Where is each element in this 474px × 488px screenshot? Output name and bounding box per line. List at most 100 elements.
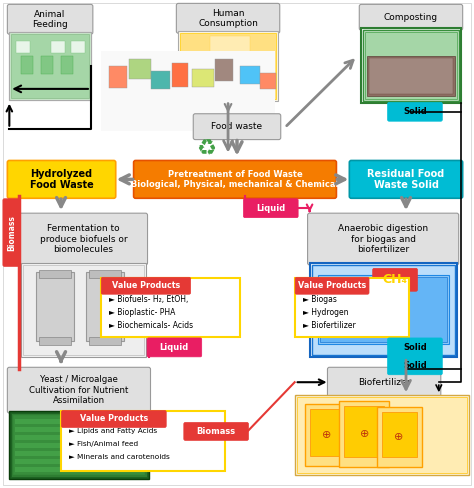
- Text: ► Bioplastic- PHA: ► Bioplastic- PHA: [109, 307, 175, 317]
- FancyBboxPatch shape: [349, 161, 463, 198]
- FancyBboxPatch shape: [295, 277, 369, 294]
- FancyBboxPatch shape: [369, 58, 453, 94]
- FancyBboxPatch shape: [361, 28, 461, 103]
- Text: ► Biofertilizer: ► Biofertilizer: [302, 321, 356, 329]
- FancyBboxPatch shape: [244, 199, 298, 218]
- Text: ⊕: ⊕: [360, 429, 369, 439]
- FancyBboxPatch shape: [89, 270, 121, 278]
- FancyBboxPatch shape: [128, 59, 151, 79]
- FancyBboxPatch shape: [9, 32, 91, 100]
- FancyBboxPatch shape: [367, 56, 455, 96]
- Text: Anaerobic digestion
for biogas and
biofertilizer: Anaerobic digestion for biogas and biofe…: [338, 224, 428, 254]
- FancyBboxPatch shape: [15, 435, 143, 440]
- Text: Food waste: Food waste: [211, 122, 263, 131]
- Text: ► Biochemicals- Acids: ► Biochemicals- Acids: [109, 321, 193, 329]
- FancyBboxPatch shape: [62, 410, 166, 427]
- FancyBboxPatch shape: [61, 56, 73, 74]
- FancyBboxPatch shape: [295, 278, 409, 338]
- FancyBboxPatch shape: [89, 338, 121, 346]
- FancyBboxPatch shape: [178, 31, 278, 101]
- FancyBboxPatch shape: [176, 3, 280, 33]
- FancyBboxPatch shape: [61, 411, 225, 471]
- FancyBboxPatch shape: [184, 423, 248, 440]
- FancyBboxPatch shape: [240, 66, 260, 84]
- Text: Biomass: Biomass: [197, 427, 236, 436]
- FancyBboxPatch shape: [41, 56, 53, 74]
- Text: Composting: Composting: [384, 13, 438, 22]
- Text: Biofertilizer: Biofertilizer: [358, 378, 410, 386]
- FancyBboxPatch shape: [23, 265, 144, 355]
- FancyBboxPatch shape: [134, 161, 337, 198]
- Text: Value Products: Value Products: [80, 414, 148, 424]
- Text: ► Lipids and Fatty Acids: ► Lipids and Fatty Acids: [69, 428, 157, 434]
- Text: CH₄: CH₄: [383, 273, 408, 286]
- FancyBboxPatch shape: [101, 277, 191, 294]
- FancyBboxPatch shape: [193, 114, 281, 140]
- FancyBboxPatch shape: [109, 66, 127, 88]
- FancyBboxPatch shape: [147, 338, 202, 357]
- FancyBboxPatch shape: [329, 287, 385, 332]
- FancyBboxPatch shape: [339, 401, 389, 467]
- Text: Solid: Solid: [403, 361, 427, 370]
- FancyBboxPatch shape: [192, 69, 214, 87]
- Text: Value Products: Value Products: [298, 281, 366, 290]
- FancyBboxPatch shape: [328, 285, 387, 334]
- FancyBboxPatch shape: [21, 263, 146, 357]
- FancyBboxPatch shape: [151, 71, 170, 89]
- Text: Liquid: Liquid: [160, 343, 189, 352]
- FancyBboxPatch shape: [13, 415, 145, 475]
- Text: ⊕: ⊕: [322, 430, 331, 440]
- FancyBboxPatch shape: [21, 56, 33, 74]
- FancyBboxPatch shape: [260, 73, 276, 89]
- FancyBboxPatch shape: [51, 41, 65, 53]
- Text: Hydrolyzed
Food Waste: Hydrolyzed Food Waste: [30, 168, 93, 190]
- FancyBboxPatch shape: [101, 278, 240, 338]
- Text: Pretreatment of Food Waste
(Biological, Physical, mechanical & Chemical): Pretreatment of Food Waste (Biological, …: [128, 170, 343, 189]
- FancyBboxPatch shape: [318, 275, 449, 345]
- FancyBboxPatch shape: [8, 367, 151, 413]
- FancyBboxPatch shape: [210, 36, 250, 91]
- FancyBboxPatch shape: [15, 427, 143, 432]
- FancyBboxPatch shape: [3, 3, 471, 485]
- FancyBboxPatch shape: [215, 59, 233, 81]
- FancyBboxPatch shape: [365, 32, 457, 99]
- FancyBboxPatch shape: [15, 459, 143, 464]
- FancyBboxPatch shape: [101, 51, 275, 131]
- FancyBboxPatch shape: [71, 41, 85, 53]
- Text: Animal
Feeding: Animal Feeding: [32, 10, 68, 29]
- Text: ► Hydrogen: ► Hydrogen: [302, 307, 348, 317]
- FancyBboxPatch shape: [39, 270, 71, 278]
- Text: ► Biofuels- H₂, EtOH,: ► Biofuels- H₂, EtOH,: [109, 295, 188, 304]
- FancyBboxPatch shape: [388, 102, 442, 121]
- FancyBboxPatch shape: [86, 272, 124, 342]
- FancyBboxPatch shape: [328, 367, 441, 397]
- FancyBboxPatch shape: [363, 30, 459, 101]
- Text: Solid: Solid: [403, 107, 427, 116]
- Text: Human
Consumption: Human Consumption: [198, 9, 258, 28]
- FancyBboxPatch shape: [382, 412, 417, 457]
- Text: ♻: ♻: [196, 139, 216, 159]
- FancyBboxPatch shape: [359, 4, 463, 30]
- FancyBboxPatch shape: [310, 409, 345, 456]
- FancyBboxPatch shape: [173, 63, 188, 87]
- FancyBboxPatch shape: [39, 338, 71, 346]
- Text: Liquid: Liquid: [256, 203, 285, 213]
- FancyBboxPatch shape: [9, 411, 148, 479]
- FancyBboxPatch shape: [311, 265, 455, 355]
- FancyBboxPatch shape: [308, 213, 459, 265]
- FancyBboxPatch shape: [15, 419, 143, 424]
- Text: ► Fish/Animal feed: ► Fish/Animal feed: [69, 441, 138, 447]
- Text: Fermentation to
produce biofuels or
biomolecules: Fermentation to produce biofuels or biom…: [40, 224, 127, 254]
- FancyBboxPatch shape: [8, 161, 116, 198]
- FancyBboxPatch shape: [345, 406, 384, 457]
- FancyBboxPatch shape: [8, 4, 93, 34]
- FancyBboxPatch shape: [11, 413, 146, 477]
- Text: Residual Food
Waste Solid: Residual Food Waste Solid: [367, 168, 445, 190]
- FancyBboxPatch shape: [15, 443, 143, 448]
- FancyBboxPatch shape: [388, 356, 442, 375]
- FancyBboxPatch shape: [377, 407, 422, 467]
- FancyBboxPatch shape: [11, 34, 89, 98]
- FancyBboxPatch shape: [295, 395, 469, 475]
- FancyBboxPatch shape: [19, 213, 147, 265]
- FancyBboxPatch shape: [16, 41, 30, 53]
